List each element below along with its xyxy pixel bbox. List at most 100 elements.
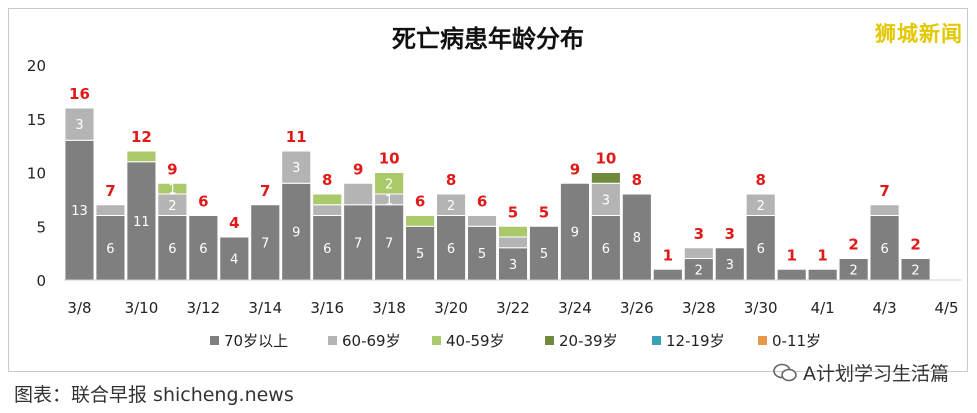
segment-label: 3 xyxy=(726,258,734,273)
x-tick-label: 3/24 xyxy=(558,299,592,317)
segment-label: 9 xyxy=(292,226,300,241)
segment-label: 5 xyxy=(540,247,548,262)
bar-segment xyxy=(219,236,250,281)
segment-label: 6 xyxy=(447,242,455,257)
chart-title: 死亡病患年龄分布 xyxy=(392,25,584,53)
segment-label: 5 xyxy=(416,247,424,262)
x-tick-label: 3/18 xyxy=(372,299,406,317)
total-label: 1 xyxy=(663,246,673,264)
y-tick-label: 10 xyxy=(27,165,46,183)
total-label: 9 xyxy=(353,160,363,178)
total-label: 1 xyxy=(817,246,827,264)
x-tick-label: 3/16 xyxy=(310,299,344,317)
segment-label: 1 xyxy=(168,183,176,198)
total-label: 5 xyxy=(508,203,518,221)
segment-label: 3 xyxy=(292,161,300,176)
bar-segment xyxy=(281,182,312,281)
legend-swatch xyxy=(210,336,219,345)
legend: 70岁以上 60-69岁 40-59岁 20-39岁 12-19岁 0-11岁 xyxy=(210,332,821,350)
y-tick-label: 20 xyxy=(27,57,46,75)
x-tick-label: 3/28 xyxy=(682,299,716,317)
bar-segment xyxy=(497,236,529,249)
bar-segment xyxy=(652,268,683,281)
legend-label: 70岁以上 xyxy=(224,332,288,350)
bar-segment xyxy=(312,204,343,216)
segment-label: 7 xyxy=(261,236,269,251)
wechat-account-label: A计划学习生活篇 xyxy=(803,363,949,385)
total-label: 5 xyxy=(539,203,549,221)
segment-label: 3 xyxy=(509,258,517,273)
segment-label: 4 xyxy=(230,253,238,268)
bar-segment xyxy=(126,150,157,163)
x-tick-label: 3/10 xyxy=(125,299,159,317)
bar-segment xyxy=(312,193,343,206)
watermark-bottom-left: 图表：联合早报 shicheng.news xyxy=(14,384,294,406)
bar-segment xyxy=(157,182,188,195)
segment-label: 6 xyxy=(199,242,207,257)
bar-segment xyxy=(436,215,467,281)
segment-label: 3 xyxy=(75,118,83,133)
segment-label: 5 xyxy=(478,247,486,262)
x-tick-label: 3/26 xyxy=(620,299,654,317)
bar-segment xyxy=(497,225,529,238)
bar-segment xyxy=(343,204,374,281)
bar-segment xyxy=(683,247,714,259)
bar-segment xyxy=(436,193,467,216)
bar-segment xyxy=(281,150,312,184)
total-label: 6 xyxy=(415,193,425,211)
legend-swatch xyxy=(545,336,554,345)
legend-swatch xyxy=(432,336,441,345)
bar-segment xyxy=(528,225,560,281)
x-tick-label: 3/22 xyxy=(496,299,530,317)
total-label: 3 xyxy=(694,225,704,243)
total-label: 3 xyxy=(725,225,735,243)
bar-segment xyxy=(776,268,807,281)
total-label: 10 xyxy=(379,150,400,168)
segment-label: 6 xyxy=(106,242,114,257)
segment-label: 13 xyxy=(71,204,88,219)
segment-label: 7 xyxy=(385,236,393,251)
bar-segment xyxy=(466,215,498,227)
bar-segment xyxy=(95,204,126,216)
total-label: 16 xyxy=(69,85,90,103)
segment-label: 6 xyxy=(168,242,176,257)
legend-label: 12-19岁 xyxy=(666,332,725,350)
bar-segment xyxy=(374,172,405,195)
bar-segment xyxy=(559,182,590,281)
bar-segment xyxy=(250,204,281,281)
total-label: 6 xyxy=(198,193,208,211)
total-label: 9 xyxy=(570,160,580,178)
segment-label: 6 xyxy=(602,242,610,257)
bar-segment xyxy=(466,225,498,281)
y-tick-label: 0 xyxy=(36,272,46,290)
total-label: 7 xyxy=(879,182,889,200)
total-label: 8 xyxy=(322,171,332,189)
wechat-icon xyxy=(773,363,797,381)
segment-label: 11 xyxy=(133,215,150,230)
total-label: 10 xyxy=(595,150,616,168)
x-tick-label: 4/3 xyxy=(873,299,897,317)
x-tick-label: 3/20 xyxy=(434,299,468,317)
y-tick-label: 5 xyxy=(36,218,46,236)
segment-label: 2 xyxy=(385,177,393,192)
x-tick-label: 3/8 xyxy=(67,299,91,317)
segment-label: 3 xyxy=(602,193,610,208)
legend-label: 20-39岁 xyxy=(559,332,618,350)
legend-label: 40-59岁 xyxy=(446,332,505,350)
segment-label: 2 xyxy=(849,263,857,278)
total-label: 1 xyxy=(786,246,796,264)
legend-swatch xyxy=(758,336,767,345)
watermark-bottom-right: A计划学习生活篇 xyxy=(773,359,949,386)
total-label: 7 xyxy=(260,182,270,200)
total-label: 2 xyxy=(910,236,920,254)
bar-segment xyxy=(869,204,900,216)
watermark-top-right: 狮城新闻 xyxy=(875,22,963,46)
total-label: 8 xyxy=(632,171,642,189)
total-label: 8 xyxy=(756,171,766,189)
segment-label: 2 xyxy=(911,263,919,278)
total-label: 11 xyxy=(286,128,307,146)
segment-label: 7 xyxy=(354,236,362,251)
segment-label: 9 xyxy=(571,226,579,241)
bar-segment xyxy=(590,182,621,216)
